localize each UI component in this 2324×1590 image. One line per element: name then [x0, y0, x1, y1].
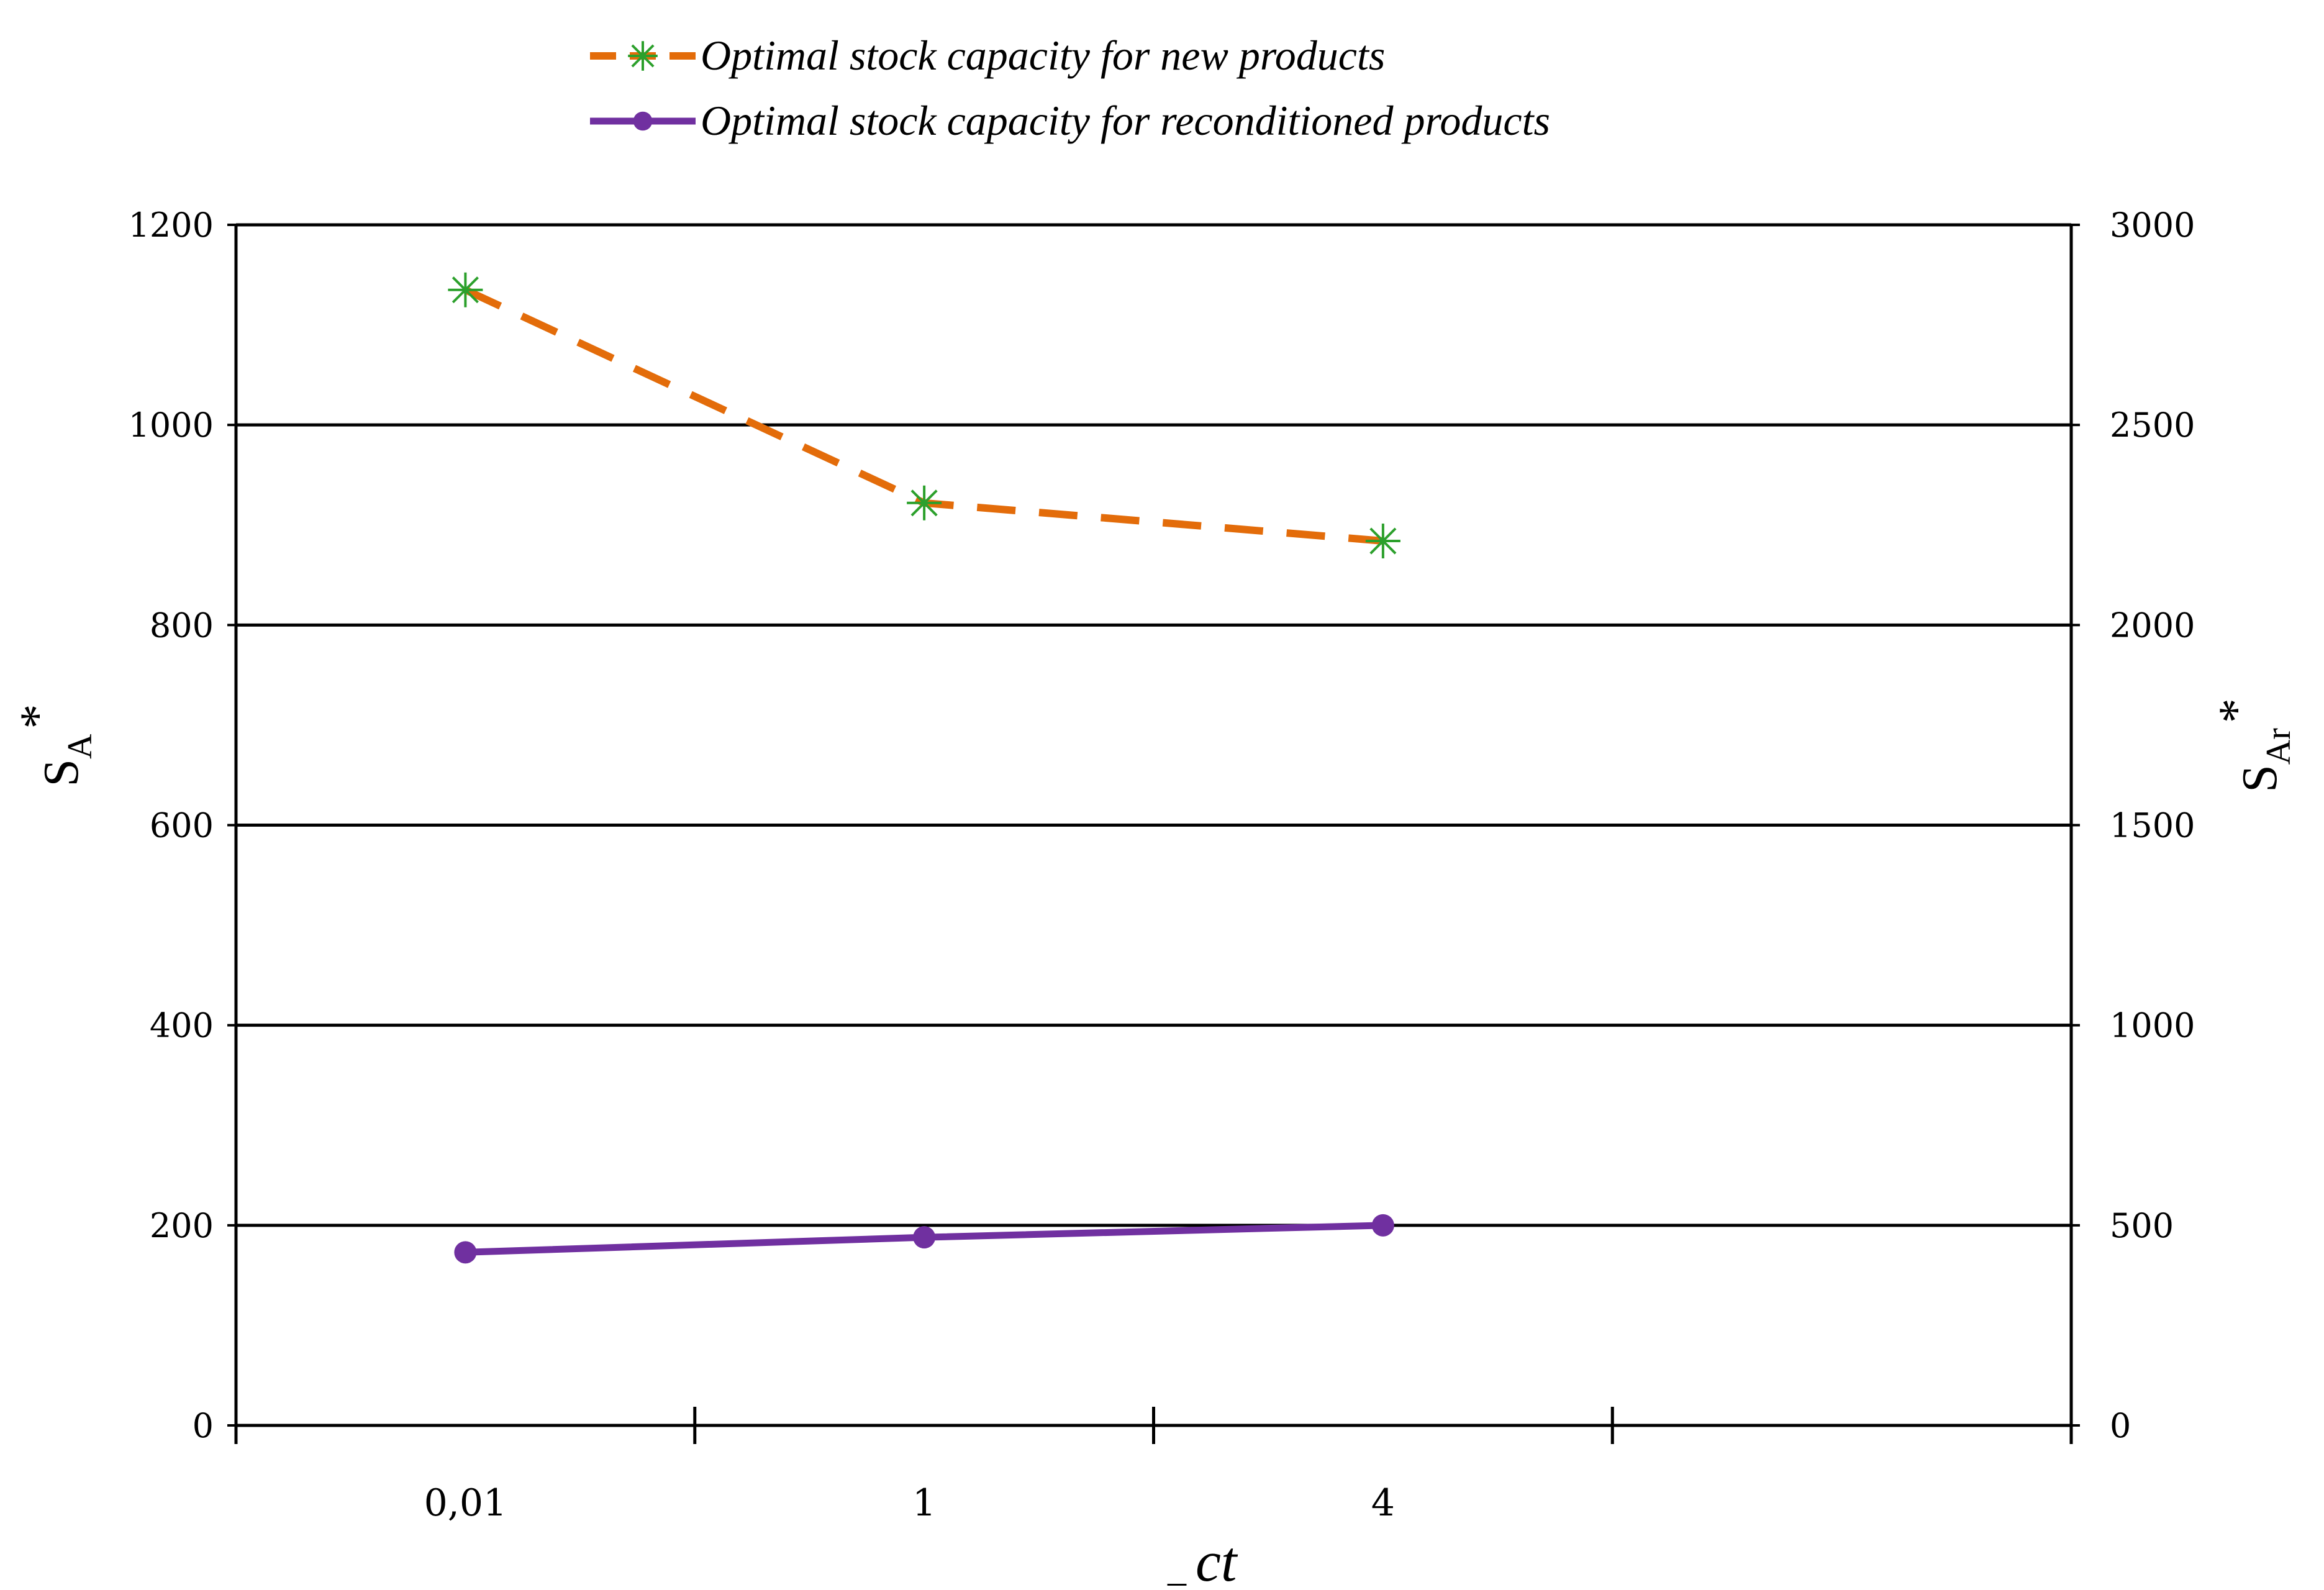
- legend-item: Optimal stock capacity for reconditioned…: [590, 97, 1550, 144]
- data-point-marker: [907, 485, 942, 520]
- data-point-marker: [448, 272, 483, 307]
- data-point-marker: [454, 1241, 477, 1264]
- legend-label: Optimal stock capacity for reconditioned…: [701, 97, 1550, 144]
- labels: 0 0 200 500 400 1000 600 1500 800 2000 1000 2500 120…: [11, 206, 2298, 1590]
- data-point-marker: [1371, 1214, 1394, 1237]
- x-axis-title: _ ct: [1167, 1530, 1238, 1590]
- y-right-tick-label: 1500: [2110, 806, 2195, 845]
- series-2: [454, 1214, 1394, 1264]
- y-right-tick-label: 3000: [2110, 206, 2195, 245]
- legend: Optimal stock capacity for new products O…: [590, 32, 1550, 144]
- data-point-marker: [1365, 524, 1400, 559]
- series: [448, 272, 1400, 1264]
- data-point-marker: [628, 41, 658, 71]
- grid: [236, 223, 2071, 1227]
- y-left-tick-label: 1200: [129, 206, 214, 245]
- y-left-tick-label: 800: [150, 606, 214, 645]
- y-right-tick-label: 0: [2110, 1406, 2131, 1445]
- y-right-tick-label: 1000: [2110, 1006, 2195, 1045]
- y-right-tick-label: 2500: [2110, 406, 2195, 445]
- series-1: [448, 272, 1400, 559]
- y-right-tick-label: 2000: [2110, 606, 2195, 645]
- svg-text:SA*: SA*: [11, 704, 99, 787]
- axes: [227, 224, 2080, 1444]
- svg-text:SAr*: SAr*: [2209, 698, 2298, 793]
- data-point-marker: [633, 111, 653, 131]
- y-left-tick-label: 400: [150, 1006, 214, 1045]
- y-right-axis-title: SAr*: [2209, 698, 2298, 793]
- y-left-axis-title: SA*: [11, 704, 99, 787]
- y-left-tick-label: 200: [150, 1206, 214, 1245]
- legend-label: Optimal stock capacity for new products: [701, 32, 1385, 79]
- x-tick-label: 0,01: [424, 1481, 507, 1525]
- y-right-tick-label: 500: [2110, 1206, 2174, 1245]
- y-left-tick-label: 0: [193, 1406, 214, 1445]
- legend-item: Optimal stock capacity for new products: [590, 32, 1385, 79]
- y-left-tick-label: 600: [150, 806, 214, 845]
- x-tick-label: 4: [1371, 1481, 1395, 1525]
- data-point-marker: [913, 1226, 936, 1249]
- y-left-tick-label: 1000: [129, 406, 214, 445]
- x-tick-label: 1: [912, 1481, 936, 1525]
